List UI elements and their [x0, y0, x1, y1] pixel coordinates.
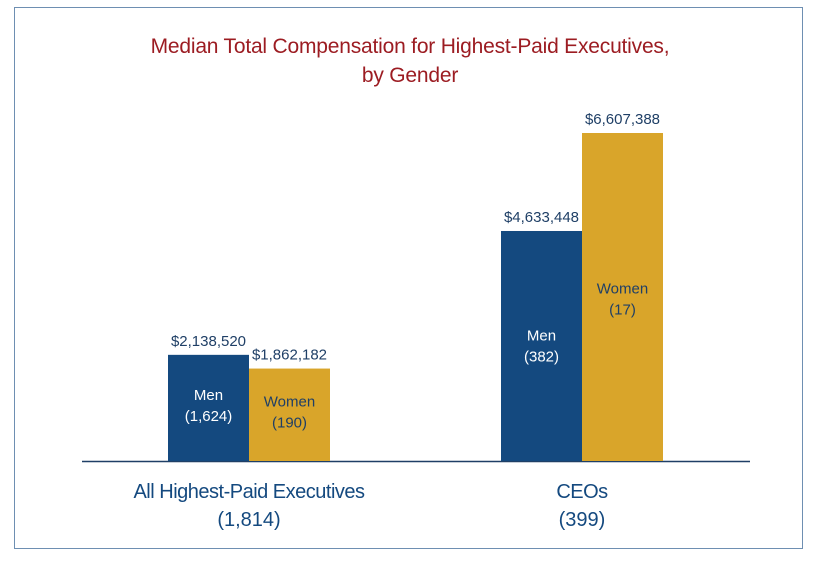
- men-value-label-2: $4,633,448: [504, 209, 579, 226]
- men-inner-label-2-line-2: (382): [524, 349, 559, 366]
- category-label-1-name: All Highest-Paid Executives: [133, 481, 365, 503]
- women-value-label-1: $1,862,182: [252, 347, 327, 364]
- category-label-2-count: (399): [559, 509, 606, 531]
- men-bar-2: [501, 230, 582, 461]
- women-inner-label-1-line-1: Women: [264, 394, 315, 411]
- category-label-2-name: CEOs: [556, 481, 608, 503]
- women-bar-2: [582, 133, 663, 461]
- men-value-label-1: $2,138,520: [171, 333, 246, 350]
- women-bar-1: [249, 368, 330, 461]
- women-inner-label-2-line-1: Women: [597, 281, 648, 298]
- men-inner-label-1-line-2: (1,624): [185, 408, 233, 425]
- chart-title-line-2: by Gender: [361, 64, 459, 87]
- men-bar-1: [168, 354, 249, 461]
- chart-title-line-1: Median Total Compensation for Highest-Pa…: [150, 35, 670, 58]
- men-inner-label-1-line-1: Men: [194, 387, 223, 404]
- men-inner-label-2-line-1: Men: [527, 328, 556, 345]
- category-label-1-count: (1,814): [217, 509, 280, 531]
- women-inner-label-1-line-2: (190): [272, 415, 307, 432]
- women-inner-label-2-line-2: (17): [609, 302, 636, 319]
- women-value-label-2: $6,607,388: [585, 111, 660, 128]
- chart-frame: Median Total Compensation for Highest-Pa…: [14, 7, 803, 549]
- chart-title: Median Total Compensation for Highest-Pa…: [15, 32, 805, 90]
